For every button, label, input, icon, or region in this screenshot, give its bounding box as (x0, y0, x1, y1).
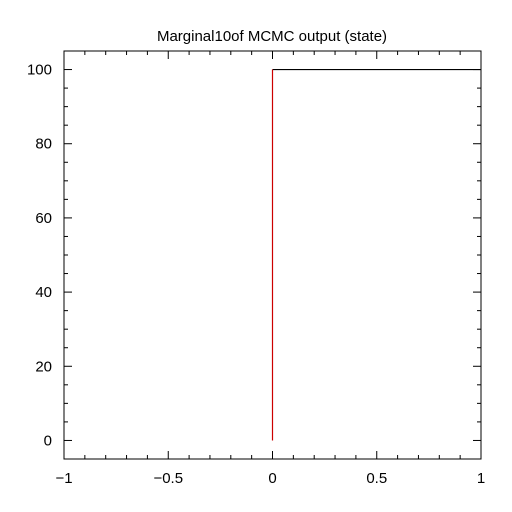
x-tick-label: 0.5 (366, 470, 387, 487)
tick-labels: −1 −0.5 0 0.5 1 0 20 40 60 80 100 (27, 62, 485, 487)
x-tick-label: 0 (268, 470, 276, 487)
y-tick-label: 100 (27, 62, 52, 79)
y-tick-label: 20 (35, 358, 52, 375)
y-tick-label: 80 (35, 136, 52, 153)
x-tick-label: −1 (55, 470, 72, 487)
series-layer (271, 68, 481, 441)
x-tick-label: −0.5 (153, 470, 183, 487)
chart-title: Marginal10of MCMC output (state) (157, 28, 387, 45)
axis-ticks (63, 50, 482, 460)
y-tick-label: 0 (44, 432, 52, 449)
y-tick-label: 40 (35, 284, 52, 301)
x-tick-label: 1 (477, 470, 485, 487)
y-tick-label: 60 (35, 210, 52, 227)
